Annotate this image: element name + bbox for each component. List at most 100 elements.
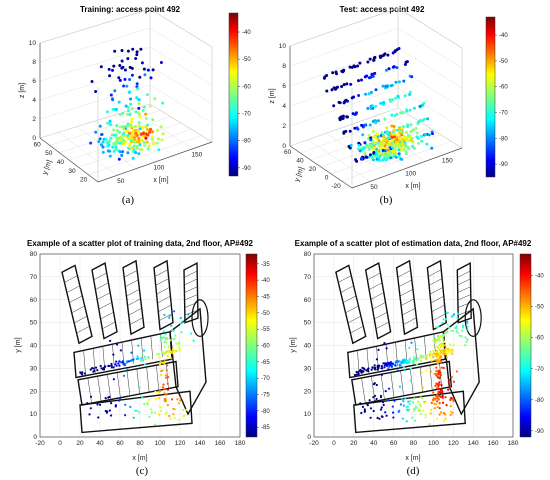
- x-tick-label: 50: [370, 184, 378, 191]
- scatter-point: [441, 396, 444, 399]
- floorplan-wall: [395, 259, 419, 336]
- scatter-point: [357, 144, 361, 147]
- scatter-point: [446, 330, 449, 333]
- z-tick-label: 4: [32, 97, 36, 104]
- scatter-point: [398, 364, 401, 367]
- scatter-point: [410, 341, 413, 344]
- panel-c-colorbar-ticks: -35 -40 -45 -50 -55 -60 -65 -70 -75 -80 -85: [257, 262, 270, 431]
- scatter-point: [436, 383, 439, 386]
- scatter-point: [371, 74, 375, 78]
- scatter-point: [112, 378, 115, 381]
- scatter-point: [144, 357, 147, 361]
- scatter-point: [382, 362, 385, 365]
- scatter-point: [163, 313, 166, 316]
- scatter-point: [153, 97, 157, 101]
- colorbar-tick-label: -35: [261, 262, 270, 268]
- y-tick-label: 10: [304, 411, 312, 418]
- colorbar-tick-label: -60: [242, 84, 251, 90]
- scatter-point: [144, 136, 148, 140]
- scatter-point: [148, 398, 151, 402]
- colorbar-tick-label: -60: [499, 85, 508, 91]
- scatter-point: [180, 331, 183, 334]
- scatter-point: [374, 88, 378, 92]
- panel-a-caption: (a): [122, 194, 135, 206]
- floorplan-wall: [335, 264, 367, 345]
- panel-c-caption: (c): [136, 465, 149, 477]
- panel-c-floorplan: [61, 259, 209, 434]
- scatter-point: [441, 321, 444, 325]
- scatter-point: [150, 135, 154, 139]
- scatter-point: [105, 141, 109, 144]
- scatter-point: [369, 90, 373, 94]
- scatter-point: [101, 140, 105, 144]
- y-tick-label: 40: [30, 343, 38, 350]
- panel-c-colorbar: [245, 253, 258, 438]
- scatter-point: [399, 403, 402, 406]
- colorbar-tick-label: -40: [499, 33, 508, 39]
- x-tick-label: 160: [215, 440, 226, 447]
- scatter-point: [140, 359, 143, 362]
- scatter-point: [143, 403, 146, 406]
- x-tick-label: 180: [508, 440, 519, 447]
- scatter-point: [108, 409, 111, 412]
- scatter-point: [442, 366, 445, 370]
- scatter-point: [138, 113, 141, 117]
- scatter-point: [407, 139, 411, 143]
- scatter-point: [374, 400, 377, 403]
- scatter-point: [125, 124, 129, 128]
- scatter-point: [390, 142, 394, 146]
- panel-d: Example of a scatter plot of estimation …: [290, 239, 544, 477]
- scatter-point: [325, 74, 329, 77]
- scatter-point: [440, 351, 443, 355]
- scatter-point: [436, 345, 439, 348]
- scatter-point: [355, 373, 359, 376]
- scatter-point: [366, 60, 370, 64]
- scatter-point: [404, 150, 408, 154]
- scatter-point: [348, 129, 352, 133]
- colorbar-tick-label: -50: [242, 57, 251, 63]
- scatter-point: [442, 333, 445, 336]
- y-tick-label: 20: [30, 388, 38, 395]
- scatter-point: [366, 404, 369, 407]
- scatter-point: [172, 350, 175, 353]
- scatter-point: [342, 130, 346, 134]
- scatter-point: [394, 80, 398, 84]
- scatter-point: [165, 393, 168, 396]
- scatter-point: [430, 401, 433, 404]
- scatter-point: [435, 366, 438, 369]
- scatter-point: [339, 115, 343, 119]
- colorbar-tick-label: -70: [242, 112, 251, 118]
- scatter-point: [417, 400, 420, 403]
- scatter-point: [94, 90, 98, 93]
- x-tick-label: 160: [488, 440, 499, 447]
- scatter-point: [143, 363, 146, 366]
- scatter-point: [413, 409, 416, 412]
- scatter-point: [435, 352, 439, 355]
- x-tick-label: 20: [350, 440, 358, 447]
- scatter-point: [395, 140, 399, 144]
- scatter-point: [362, 146, 366, 150]
- scatter-point: [434, 342, 437, 345]
- scatter-point: [119, 349, 122, 352]
- scatter-point: [146, 68, 150, 72]
- scatter-point: [159, 406, 162, 409]
- scatter-point: [122, 132, 126, 136]
- scatter-point: [426, 117, 430, 121]
- scatter-point: [90, 80, 94, 83]
- scatter-point: [117, 76, 121, 80]
- scatter-point: [133, 132, 137, 136]
- scatter-point: [461, 329, 464, 332]
- colorbar-tick-label: -90: [499, 162, 508, 168]
- scatter-point: [115, 360, 118, 363]
- scatter-point: [370, 104, 374, 108]
- scatter-point: [140, 61, 144, 65]
- scatter-point: [99, 403, 102, 406]
- panel-d-colorbar: [519, 253, 532, 438]
- scatter-point: [409, 129, 413, 133]
- scatter-point: [156, 353, 159, 356]
- scatter-point: [110, 402, 113, 405]
- scatter-point: [418, 403, 421, 406]
- scatter-point: [185, 408, 188, 411]
- scatter-point: [404, 396, 407, 399]
- scatter-point: [452, 344, 455, 347]
